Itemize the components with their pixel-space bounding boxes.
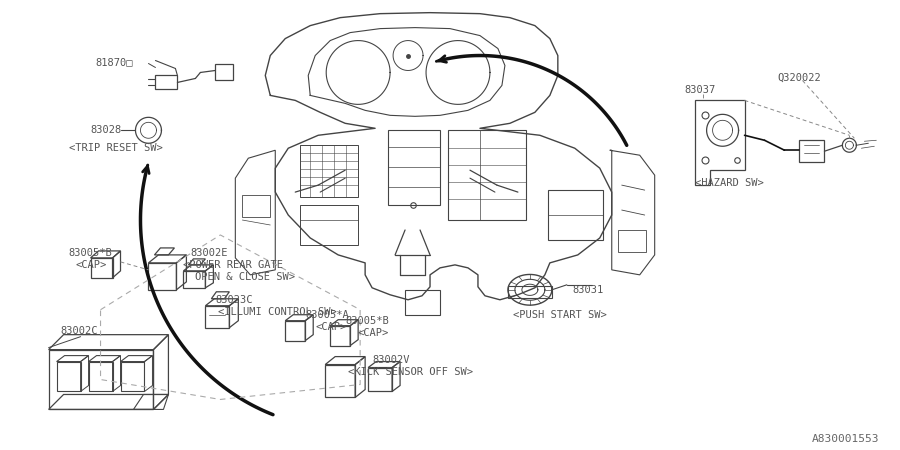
Bar <box>388 130 440 205</box>
Text: 83002C: 83002C <box>60 326 98 336</box>
Bar <box>301 205 358 245</box>
Bar <box>156 76 177 90</box>
Bar <box>799 140 824 162</box>
Text: <CAP>: <CAP> <box>357 328 389 338</box>
Text: <PUSH START SW>: <PUSH START SW> <box>513 310 607 320</box>
Bar <box>301 145 358 197</box>
Text: Q320022: Q320022 <box>778 72 821 82</box>
Text: <TRIP RESET SW>: <TRIP RESET SW> <box>68 143 162 153</box>
Text: OPEN & CLOSE SW>: OPEN & CLOSE SW> <box>195 272 295 282</box>
Text: <ILLUMI CONTROL SW>: <ILLUMI CONTROL SW> <box>219 307 338 317</box>
Text: 83023C: 83023C <box>215 295 253 305</box>
Text: 83031: 83031 <box>572 285 604 295</box>
Text: <HAZARD SW>: <HAZARD SW> <box>695 178 763 188</box>
Text: A830001553: A830001553 <box>812 434 879 444</box>
Text: 81870□: 81870□ <box>95 58 133 68</box>
Bar <box>617 230 645 252</box>
Text: 83002E: 83002E <box>191 248 228 258</box>
Text: <CAP>: <CAP> <box>315 322 346 332</box>
Bar <box>215 64 233 81</box>
Text: 83028: 83028 <box>91 125 122 135</box>
Text: <KICK SENSOR OFF SW>: <KICK SENSOR OFF SW> <box>348 367 473 377</box>
Text: 83005*A: 83005*A <box>305 310 349 320</box>
Text: 83002V: 83002V <box>372 355 410 365</box>
Bar <box>548 190 603 240</box>
Text: <POWER REAR GATE: <POWER REAR GATE <box>184 260 284 270</box>
Text: 83037: 83037 <box>685 86 716 95</box>
Text: 83005*B: 83005*B <box>68 248 112 258</box>
Text: <CAP>: <CAP> <box>76 260 107 270</box>
Bar <box>508 286 552 298</box>
Bar <box>405 290 440 315</box>
Text: 83005*B: 83005*B <box>346 316 389 326</box>
Bar <box>448 130 526 220</box>
Bar <box>242 195 270 217</box>
